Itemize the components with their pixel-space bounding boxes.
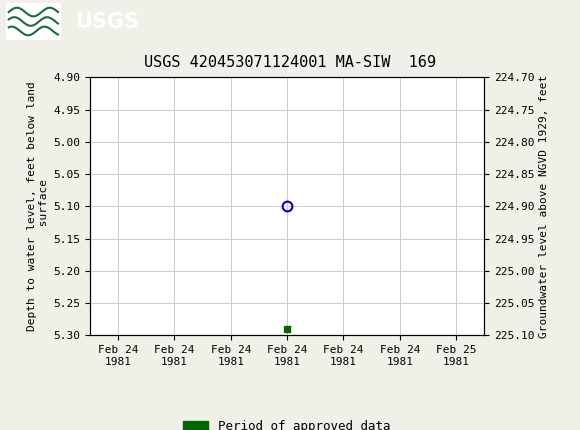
Text: USGS: USGS [75,12,139,31]
Y-axis label: Groundwater level above NGVD 1929, feet: Groundwater level above NGVD 1929, feet [539,75,549,338]
Bar [6,3,61,40]
Legend: Period of approved data: Period of approved data [179,415,396,430]
Y-axis label: Depth to water level, feet below land
 surface: Depth to water level, feet below land su… [27,82,49,331]
Text: USGS 420453071124001 MA-SIW  169: USGS 420453071124001 MA-SIW 169 [144,55,436,70]
